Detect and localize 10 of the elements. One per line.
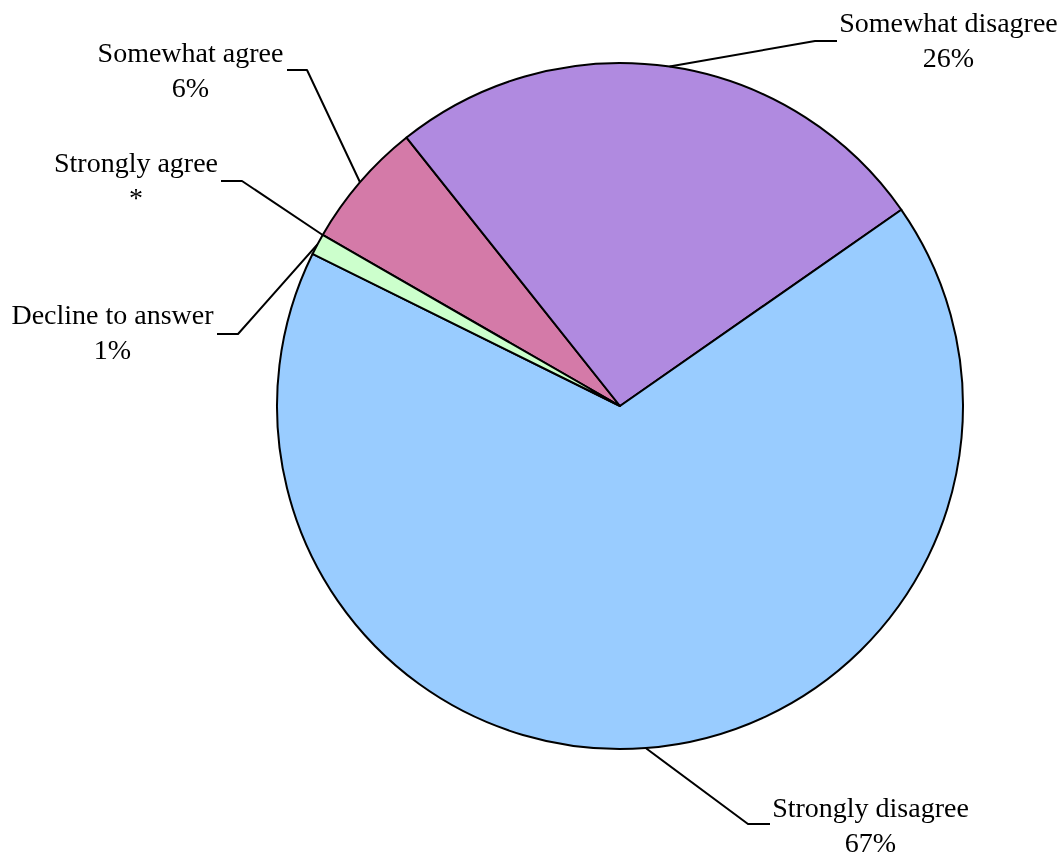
text: * — [129, 182, 143, 213]
data-label: 1% — [93, 334, 132, 365]
data-label: 26% — [922, 42, 975, 73]
slice-label: Decline to answer — [11, 299, 215, 330]
data-label: 67% — [844, 827, 897, 854]
category-label: Strongly agree — [53, 147, 219, 178]
data-label: 6% — [171, 72, 210, 103]
slice-label: Strongly disagree — [772, 792, 969, 823]
slice-label: Somewhat disagree — [839, 7, 1058, 38]
slice-label: Somewhat agree — [97, 37, 284, 68]
